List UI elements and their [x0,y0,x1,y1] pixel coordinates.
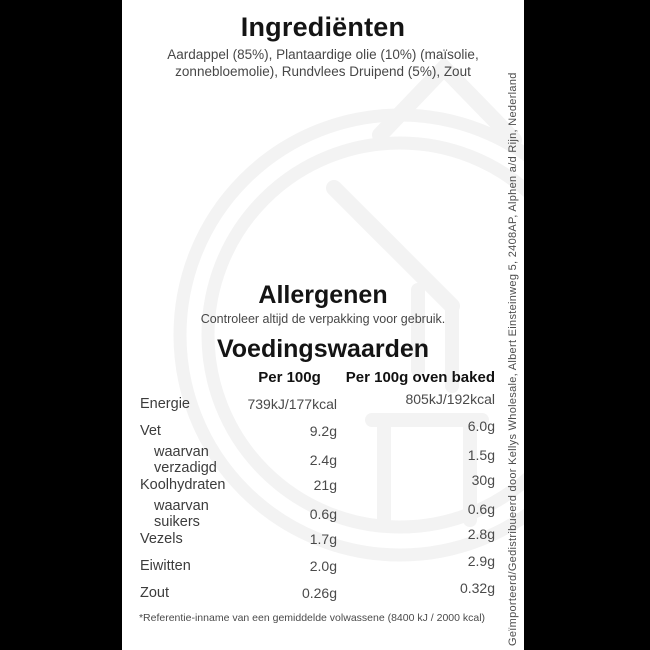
row-value-per100g: 739kJ/177kcal [247,395,337,412]
row-value-per100g: 0.26g [301,584,337,601]
nutrition-table: Energie 739kJ/177kcal 805kJ/192kcal Vet … [140,390,495,606]
nutrition-table-header: Per 100g Per 100g oven baked [140,369,495,386]
row-label: Eiwitten [140,557,191,574]
distributor-vertical-text: Geïmporteerd/Gedistribueerd door Kellys … [507,72,519,646]
table-row-vet: Vet 9.2g 6.0g [140,417,495,444]
ingredients-title: Ingrediënten [240,12,406,42]
row-label: Koolhydraten [140,476,226,493]
row-value-per100g: 2.0g [309,557,337,574]
row-value-oven: 0.32g [459,579,495,596]
table-row-verzadigd: waarvan verzadigd 2.4g 1.5g [140,444,495,476]
row-value-oven: 0.6g [467,501,495,517]
table-row-energie: Energie 739kJ/177kcal 805kJ/192kcal [140,390,495,417]
row-label: Energie [140,395,190,412]
row-value-oven: 30g [471,471,495,488]
row-value-oven: 805kJ/192kcal [405,390,495,407]
row-value-per100g: 0.6g [309,506,337,522]
reference-intake-footnote: *Referentie-inname van een gemiddelde vo… [138,612,486,624]
table-row-suikers: waarvan suikers 0.6g 0.6g [140,498,495,530]
label-content: Ingrediënten Aardappel (85%), Plantaardi… [122,0,524,650]
row-label: Vezels [140,530,183,547]
table-row-vezels: Vezels 1.7g 2.8g [140,525,495,552]
row-label: waarvan verzadigd [154,444,217,476]
table-row-zout: Zout 0.26g 0.32g [140,579,495,606]
row-value-per100g: 2.4g [309,452,337,468]
allergens-title: Allergenen [258,281,388,309]
row-label: Zout [140,584,170,601]
row-label: waarvan suikers [154,498,209,530]
row-value-oven: 2.8g [467,525,495,542]
nutrition-title: Voedingswaarden [216,335,430,363]
allergens-note: Controleer altijd de verpakking voor geb… [200,312,446,326]
row-value-per100g: 21g [313,476,337,493]
column-header-per-100g: Per 100g [258,369,321,386]
table-row-koolhydraten: Koolhydraten 21g 30g [140,471,495,498]
table-row-eiwitten: Eiwitten 2.0g 2.9g [140,552,495,579]
nutrition-label: Ingrediënten Aardappel (85%), Plantaardi… [122,0,524,650]
row-value-oven: 1.5g [467,447,495,463]
column-header-oven-baked: Per 100g oven baked [345,369,495,386]
row-value-oven: 6.0g [467,417,495,434]
row-value-per100g: 1.7g [309,530,337,547]
row-value-oven: 2.9g [467,552,495,569]
row-label: Vet [140,422,161,439]
row-value-per100g: 9.2g [309,422,337,439]
brand-watermark-icon [173,56,524,562]
ingredients-text: Aardappel (85%), Plantaardige olie (10%)… [167,47,479,79]
